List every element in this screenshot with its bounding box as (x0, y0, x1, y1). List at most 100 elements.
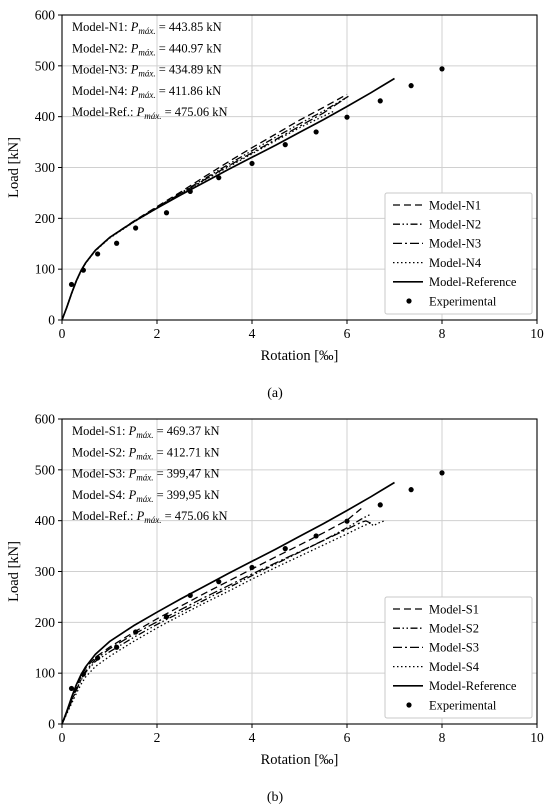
experimental-point (344, 114, 350, 120)
annotation-model: Model-N1: (72, 20, 131, 34)
y-tick-label: 0 (48, 717, 55, 732)
series-line-model-n3 (61, 98, 345, 321)
series-line-model-s4 (61, 520, 386, 725)
series-line-model-s2 (61, 513, 372, 725)
y-tick-label: 300 (35, 160, 56, 175)
annotation-value: = 399,47 kN (154, 467, 220, 481)
pmax-annotation: Model-N1: Pmáx. = 443.85 kN (72, 20, 222, 36)
y-tick-label: 0 (48, 313, 55, 328)
legend-label: Model-Reference (429, 679, 517, 693)
experimental-point (68, 685, 75, 692)
experimental-point (187, 592, 193, 598)
pmax-annotation: Model-S3: Pmáx. = 399,47 kN (72, 467, 220, 483)
experimental-point (282, 546, 288, 552)
legend-label: Experimental (429, 294, 497, 308)
annotation-symbol: P (128, 424, 137, 438)
experimental-point (249, 564, 255, 571)
annotation-model: Model-S3: (72, 467, 129, 481)
legend-box (384, 192, 533, 315)
annotation-subscript: máx. (138, 69, 155, 79)
x-tick-label: 10 (530, 730, 544, 745)
y-tick-label: 200 (35, 615, 56, 630)
experimental-point (114, 240, 120, 246)
series-line-model-s1 (61, 507, 362, 725)
legend-label: Experimental (429, 698, 497, 712)
annotation-symbol: P (130, 41, 139, 55)
experimental-point (216, 175, 222, 181)
annotation-symbol: P (130, 84, 139, 98)
legend: Model-N1 Model-N2 Model-N3 Model-N4 Model-Re… (384, 192, 533, 315)
annotation-symbol: P (128, 445, 137, 459)
legend-label: Model-N4 (429, 256, 482, 270)
annotation-model: Model-N3: (72, 63, 131, 77)
x-tick-label: 4 (249, 326, 256, 341)
pmax-annotation: Model-N2: Pmáx. = 440.97 kN (72, 41, 222, 57)
x-axis-title: Rotation [‰] (261, 752, 339, 768)
experimental-point (68, 281, 75, 288)
x-tick-label: 0 (59, 326, 66, 341)
legend-marker (406, 702, 412, 708)
pmax-annotation: Model-S4: Pmáx. = 399,95 kN (72, 488, 220, 504)
annotation-subscript: máx. (136, 473, 153, 483)
x-axis-title: Rotation [‰] (261, 348, 339, 364)
legend-label: Model-S1 (429, 602, 479, 616)
legend-box (384, 596, 533, 719)
pmax-annotations: Model-N1: Pmáx. = 443.85 kN Model-N2: Pmá… (72, 20, 228, 121)
series-line-model-s3 (61, 520, 372, 725)
legend-label: Model-N1 (429, 198, 481, 212)
annotation-model: Model-S1: (72, 424, 129, 438)
x-tick-label: 2 (154, 326, 161, 341)
annotation-subscript: máx. (144, 515, 161, 525)
x-tick-label: 6 (344, 326, 351, 341)
pmax-annotation: Model-N4: Pmáx. = 411.86 kN (72, 84, 221, 100)
y-tick-label: 300 (35, 564, 56, 579)
y-tick-label: 100 (35, 262, 56, 277)
annotation-subscript: máx. (138, 47, 155, 57)
annotation-value: = 412.71 kN (154, 445, 220, 459)
annotation-model: Model-Ref.: (72, 509, 137, 523)
annotation-symbol: P (128, 488, 137, 502)
pmax-annotations: Model-S1: Pmáx. = 469.37 kN Model-S2: Pmá… (72, 424, 228, 525)
y-tick-label: 600 (35, 412, 56, 427)
x-tick-label: 6 (344, 730, 351, 745)
pmax-annotation: Model-N3: Pmáx. = 434.89 kN (72, 63, 222, 79)
x-tick-label: 8 (439, 326, 446, 341)
experimental-point (344, 518, 350, 524)
annotation-symbol: P (136, 509, 145, 523)
x-tick-label: 2 (154, 730, 161, 745)
annotation-value: = 475.06 kN (161, 105, 227, 119)
experimental-point (313, 129, 319, 135)
annotation-symbol: P (136, 105, 145, 119)
experimental-point (249, 160, 255, 167)
y-tick-label: 500 (35, 462, 56, 477)
legend-label: Model-N3 (429, 237, 481, 251)
series-line-model-n1 (61, 93, 348, 321)
experimental-point (95, 655, 101, 661)
y-tick-label: 400 (35, 109, 56, 124)
figure-caption: (a) (267, 386, 283, 401)
pmax-annotation: Model-Ref.: Pmáx. = 475.06 kN (72, 509, 228, 525)
x-tick-label: 8 (439, 730, 446, 745)
annotation-subscript: máx. (136, 430, 153, 440)
annotation-model: Model-N4: (72, 84, 131, 98)
legend-marker (406, 298, 412, 304)
x-tick-label: 10 (530, 326, 544, 341)
experimental-point (80, 671, 86, 677)
experimental-point (95, 251, 101, 257)
experimental-point (282, 142, 288, 148)
experimental-point (439, 66, 445, 72)
y-tick-label: 400 (35, 513, 56, 528)
experimental-point (216, 579, 222, 585)
experimental-point (377, 98, 383, 104)
y-tick-label: 600 (35, 8, 56, 23)
legend-label: Model-S2 (429, 622, 479, 636)
annotation-subscript: máx. (138, 90, 155, 100)
annotation-model: Model-N2: (72, 41, 131, 55)
experimental-point (163, 614, 170, 620)
annotation-subscript: máx. (138, 26, 155, 36)
figure-caption: (b) (267, 790, 284, 805)
annotation-subscript: máx. (136, 451, 153, 461)
y-tick-label: 200 (35, 211, 56, 226)
annotation-model: Model-S2: (72, 445, 129, 459)
